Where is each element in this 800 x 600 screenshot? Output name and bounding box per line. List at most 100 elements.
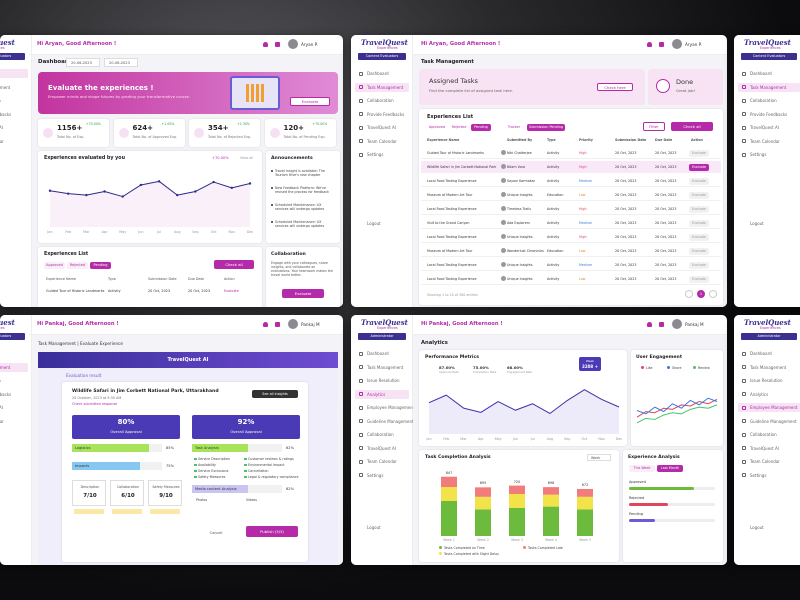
page-current[interactable]: 1 <box>697 290 705 298</box>
nav-item[interactable]: Team Calendar <box>355 137 409 146</box>
nav-item[interactable]: TravelQuest AI <box>355 123 409 132</box>
banner-button[interactable]: Evaluate <box>290 97 330 106</box>
tab[interactable]: Approved <box>44 262 65 269</box>
nav-item[interactable]: Task Management <box>738 82 800 92</box>
nav-item[interactable]: Collaboration <box>738 96 800 105</box>
message-icon[interactable] <box>659 42 664 47</box>
message-icon[interactable] <box>275 42 280 47</box>
nav-item[interactable]: Settings <box>738 471 800 480</box>
message-icon[interactable] <box>275 322 280 327</box>
nav-item[interactable]: Dashboard <box>0 349 28 358</box>
user-name[interactable]: Pankaj M <box>685 322 704 327</box>
nav-item[interactable]: Task Management <box>355 82 409 92</box>
nav-item[interactable]: TravelQuest AI <box>738 123 800 132</box>
action[interactable]: Evaluate <box>689 219 709 227</box>
check-all[interactable]: Check all <box>214 260 254 269</box>
action[interactable]: Evaluate <box>689 191 709 199</box>
nav-item[interactable]: Dashboard <box>0 69 28 78</box>
nav-item[interactable]: Analytics <box>738 390 800 399</box>
action[interactable]: Evaluate <box>689 247 709 255</box>
tab[interactable]: Tracker <box>507 125 521 129</box>
nav-item[interactable]: TravelQuest AI <box>0 125 3 130</box>
nav-item[interactable]: Collaboration <box>355 96 409 105</box>
chart-link[interactable]: View all <box>240 156 254 160</box>
nav-item[interactable]: Guideline Management <box>355 417 414 426</box>
nav-item[interactable]: Settings <box>0 430 28 439</box>
nav-item[interactable]: Provide Feedbacks <box>0 391 12 397</box>
response-link[interactable]: Check submitted response <box>72 402 118 406</box>
nav-item[interactable]: Task Management <box>355 363 409 372</box>
nav-item[interactable]: Collaboration <box>738 430 800 439</box>
nav-item[interactable]: Task Management <box>738 363 800 372</box>
action[interactable]: Evaluate <box>689 149 709 157</box>
tab[interactable]: Rejected <box>67 262 88 269</box>
nav-item[interactable]: Settings <box>0 150 28 159</box>
user-name[interactable]: Aryan P. <box>301 42 318 47</box>
user-name[interactable]: Pankaj M <box>301 322 320 327</box>
tab[interactable]: Approved <box>428 125 446 129</box>
tab[interactable]: Pending <box>90 262 111 269</box>
nav-item[interactable]: Employee Management <box>355 403 414 412</box>
nav-item[interactable]: Provide Feedbacks <box>0 111 12 117</box>
nav-item[interactable]: Collaboration <box>0 376 28 385</box>
nav-item[interactable]: Dashboard <box>738 69 800 78</box>
nav-item[interactable]: Provide Feedbacks <box>738 110 800 119</box>
logout[interactable]: Logout <box>367 221 381 226</box>
action[interactable]: Evaluate <box>689 205 709 213</box>
action[interactable]: Evaluate <box>689 275 709 283</box>
nav-item[interactable]: Dashboard <box>355 69 409 78</box>
message-icon[interactable] <box>659 322 664 327</box>
nav-item[interactable]: Collaboration <box>355 430 409 439</box>
nav-item[interactable]: Provide Feedbacks <box>355 110 409 119</box>
cell[interactable]: Evaluate <box>224 289 239 293</box>
tab[interactable]: Last Month <box>657 465 683 472</box>
collab-button[interactable]: Evaluate <box>282 289 324 298</box>
nav-item[interactable]: Employee Management <box>738 403 800 412</box>
nav-item[interactable]: Task Management <box>0 84 11 90</box>
action[interactable]: Evaluate <box>689 261 709 269</box>
tab[interactable]: Submission Pending <box>527 124 565 131</box>
action[interactable]: Evaluate <box>689 163 709 171</box>
date-to[interactable]: 20-06-2023 <box>104 58 138 67</box>
tab[interactable]: Rejected <box>451 125 467 129</box>
nav-item[interactable]: Dashboard <box>355 349 409 358</box>
page-next[interactable] <box>709 290 717 298</box>
nav-item[interactable]: Settings <box>355 471 409 480</box>
bell-icon[interactable] <box>263 42 268 47</box>
nav-item[interactable]: TravelQuest AI <box>0 405 3 410</box>
nav-item[interactable]: Team Calendar <box>738 137 800 146</box>
nav-item[interactable]: Issue Resolution <box>355 376 409 385</box>
tab[interactable]: Pending <box>471 124 491 131</box>
nav-item[interactable]: Issue Resolution <box>738 376 800 385</box>
logout[interactable]: Logout <box>750 525 764 530</box>
nav-item[interactable]: TravelQuest AI <box>738 444 800 453</box>
nav-item[interactable]: Settings <box>738 150 800 159</box>
nav-item[interactable]: Team Calendar <box>738 457 800 466</box>
check-here[interactable]: Check here <box>597 83 633 91</box>
nav-item[interactable]: Dashboard <box>738 349 800 358</box>
week-filter[interactable]: Week <box>587 454 611 461</box>
nav-item[interactable]: Guideline Management <box>738 417 800 426</box>
bell-icon[interactable] <box>263 322 268 327</box>
nav-item[interactable]: Team Calendar <box>355 457 409 466</box>
action[interactable]: Evaluate <box>689 233 709 241</box>
logout[interactable]: Logout <box>750 221 764 226</box>
insights-button[interactable]: See all insights <box>252 390 298 398</box>
publish[interactable]: Publish (3/3) <box>246 526 298 537</box>
nav-item[interactable]: Settings <box>355 150 409 159</box>
nav-item[interactable]: Task Management <box>0 362 28 372</box>
bell-icon[interactable] <box>647 322 652 327</box>
nav-item[interactable]: Team Calendar <box>0 418 4 424</box>
filter[interactable]: Filter <box>643 122 665 131</box>
page-prev[interactable] <box>685 290 693 298</box>
nav-item[interactable]: Analytics <box>355 389 409 399</box>
bell-icon[interactable] <box>647 42 652 47</box>
nav-item[interactable]: TravelQuest AI <box>355 444 409 453</box>
check-all[interactable]: Check all <box>671 122 713 131</box>
nav-item[interactable]: Team Calendar <box>0 138 4 144</box>
tab[interactable]: This Week <box>629 465 655 472</box>
logout[interactable]: Logout <box>367 525 381 530</box>
user-name[interactable]: Aryan P. <box>685 42 702 47</box>
action[interactable]: Evaluate <box>689 177 709 185</box>
nav-item[interactable]: Collaboration <box>0 96 28 105</box>
